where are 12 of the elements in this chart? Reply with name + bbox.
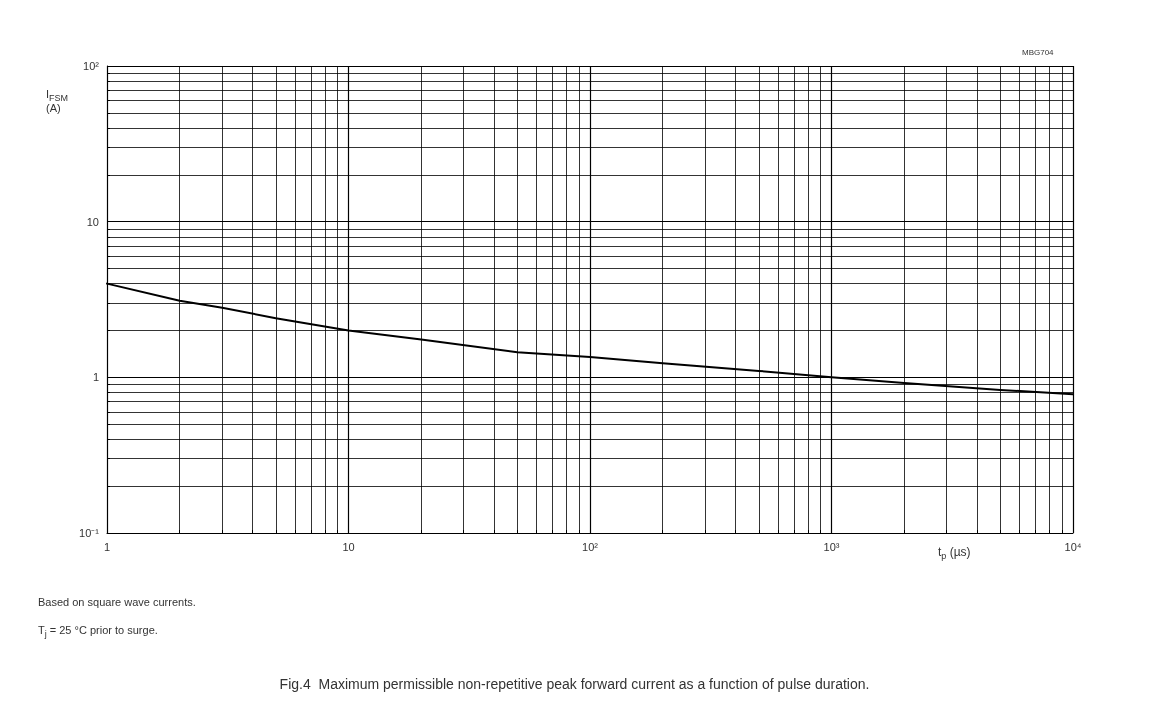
y-tick-label: 10² bbox=[83, 60, 100, 72]
y-tick-label: 10 bbox=[86, 215, 99, 228]
x-tick-label: 10⁴ bbox=[1064, 540, 1082, 553]
y-tick-label: 1 bbox=[92, 371, 99, 384]
x-tick-label: 10² bbox=[582, 540, 599, 553]
x-tick-label: 10³ bbox=[823, 540, 840, 553]
text: Based on square wave currents. bbox=[38, 595, 196, 608]
x-tick-label: 1 bbox=[103, 540, 111, 553]
x-tick-label: 10 bbox=[342, 540, 355, 553]
y-tick-label: 10⁻¹ bbox=[79, 527, 100, 539]
text: Fig.4 Maximum permissible non-repetitive peak forward current as a function of pulse duration. bbox=[279, 676, 870, 692]
text: MBG704 bbox=[1022, 47, 1055, 57]
